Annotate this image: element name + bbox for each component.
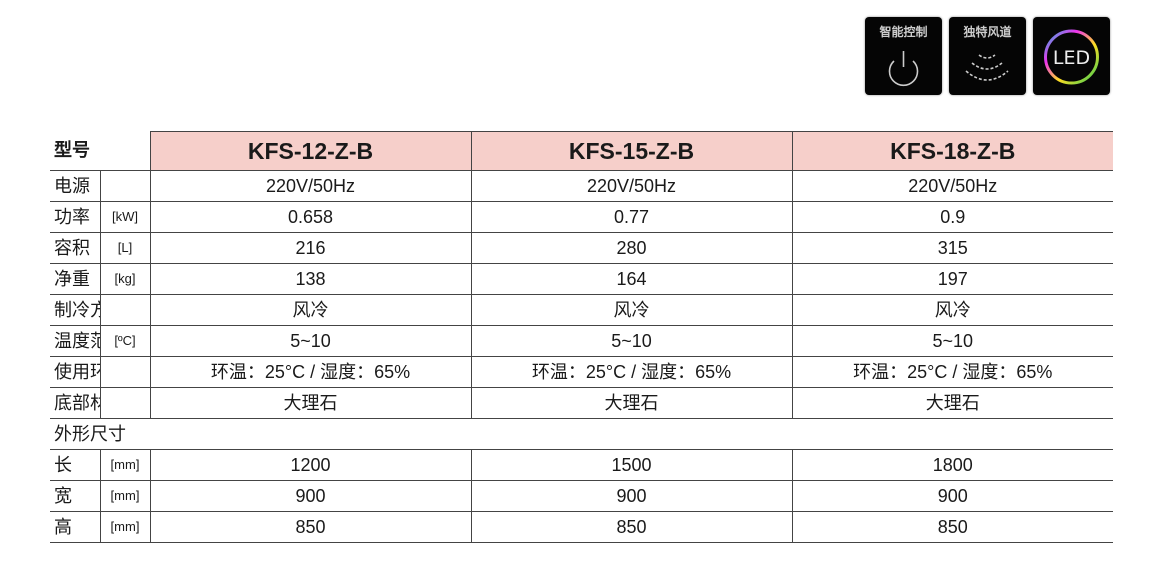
cell-value: 1800	[791, 449, 1113, 481]
cell-value: 900	[149, 480, 471, 512]
row-label: 功率	[50, 201, 100, 233]
cell-value: 138	[149, 263, 471, 295]
row-label: 长	[50, 449, 100, 481]
cell-value: 0.658	[149, 201, 471, 233]
airflow-badge: 独特风道	[949, 17, 1026, 95]
row-unit: [L]	[99, 232, 150, 264]
table-row: 净重 [kg] 138 164 197	[50, 263, 1113, 295]
cell-value: 850	[470, 511, 792, 543]
cell-value: 900	[791, 480, 1113, 512]
header-label: 型号	[50, 131, 150, 171]
row-label: 电源	[50, 170, 100, 202]
cell-value: 风冷	[470, 294, 792, 326]
cell-value: 280	[470, 232, 792, 264]
table-row: 制冷方式风冷风冷风冷	[50, 294, 1113, 326]
cell-value: 风冷	[791, 294, 1113, 326]
smart-control-badge: 智能控制	[865, 17, 942, 95]
row-label: 温度范围	[50, 325, 100, 357]
cell-value: 216	[149, 232, 471, 264]
cell-value: 大理石	[791, 387, 1113, 419]
cell-value: 1200	[149, 449, 471, 481]
badge-label: 智能控制	[879, 25, 928, 39]
feature-badges: 智能控制 独特风道 LED	[865, 17, 1110, 95]
row-unit	[99, 387, 150, 419]
table-row: 底部材质大理石大理石大理石	[50, 387, 1113, 419]
led-ring-icon: LED	[1044, 29, 1099, 85]
row-unit: [mm]	[99, 449, 150, 481]
row-unit: [mm]	[99, 480, 150, 512]
group-label: 外形尺寸	[50, 418, 1113, 450]
cell-value: 220V/50Hz	[470, 170, 792, 202]
table-row: 宽 [mm] 900 900 900	[50, 480, 1113, 512]
row-unit	[99, 294, 150, 326]
led-badge: LED	[1033, 17, 1110, 95]
spec-table: 型号 KFS-12-Z-B KFS-15-Z-B KFS-18-Z-B 电源 220V/5…	[50, 131, 1113, 543]
row-label: 使用环境	[50, 356, 100, 388]
cell-value: 环温：25°C / 湿度：65%	[470, 356, 792, 388]
cell-value: 220V/50Hz	[791, 170, 1113, 202]
row-unit: [kW]	[99, 201, 150, 233]
row-label: 高	[50, 511, 100, 543]
cell-value: 1500	[470, 449, 792, 481]
cell-value: 5~10	[149, 325, 471, 357]
table-row: 容积 [L] 216 280 315	[50, 232, 1113, 264]
table-row: 温度范围[ºC]5~105~105~10	[50, 325, 1113, 357]
table-row: 长 [mm] 1200 1500 1800	[50, 449, 1113, 481]
badge-label: 独特风道	[963, 25, 1012, 39]
cell-value: 220V/50Hz	[149, 170, 471, 202]
cell-value: 环温：25°C / 湿度：65%	[791, 356, 1113, 388]
table-row: 使用环境环温：25°C / 湿度：65%环温：25°C / 湿度：65%环温：2…	[50, 356, 1113, 388]
cell-value: 0.9	[791, 201, 1113, 233]
cell-value: 900	[470, 480, 792, 512]
row-label: 容积	[50, 232, 100, 264]
table-row: 高 [mm] 850 850 850	[50, 511, 1113, 543]
model-name: KFS-12-Z-B	[149, 131, 471, 171]
row-label: 净重	[50, 263, 100, 295]
row-unit: [kg]	[99, 263, 150, 295]
header-row: 型号 KFS-12-Z-B KFS-15-Z-B KFS-18-Z-B	[50, 131, 1113, 171]
cell-value: 850	[791, 511, 1113, 543]
cell-value: 850	[149, 511, 471, 543]
cell-value: 5~10	[791, 325, 1113, 357]
cell-value: 5~10	[470, 325, 792, 357]
group-row: 外形尺寸	[50, 418, 1113, 450]
row-label: 底部材质	[50, 387, 100, 419]
cell-value: 315	[791, 232, 1113, 264]
row-unit	[99, 356, 150, 388]
row-unit: [mm]	[99, 511, 150, 543]
model-name: KFS-18-Z-B	[791, 131, 1113, 171]
cell-value: 0.77	[470, 201, 792, 233]
table-row: 功率 [kW] 0.658 0.77 0.9	[50, 201, 1113, 233]
cell-value: 大理石	[470, 387, 792, 419]
model-name: KFS-15-Z-B	[470, 131, 792, 171]
cell-value: 164	[470, 263, 792, 295]
row-label: 制冷方式	[50, 294, 100, 326]
row-unit	[99, 170, 150, 202]
cell-value: 环温：25°C / 湿度：65%	[149, 356, 471, 388]
airflow-icon	[965, 54, 1009, 81]
cell-value: 风冷	[149, 294, 471, 326]
led-label: LED	[1053, 47, 1090, 69]
table-row: 电源 220V/50Hz 220V/50Hz 220V/50Hz	[50, 170, 1113, 202]
row-unit: [ºC]	[99, 325, 150, 357]
cell-value: 197	[791, 263, 1113, 295]
cell-value: 大理石	[149, 387, 471, 419]
power-icon	[888, 51, 919, 87]
row-label: 宽	[50, 480, 100, 512]
